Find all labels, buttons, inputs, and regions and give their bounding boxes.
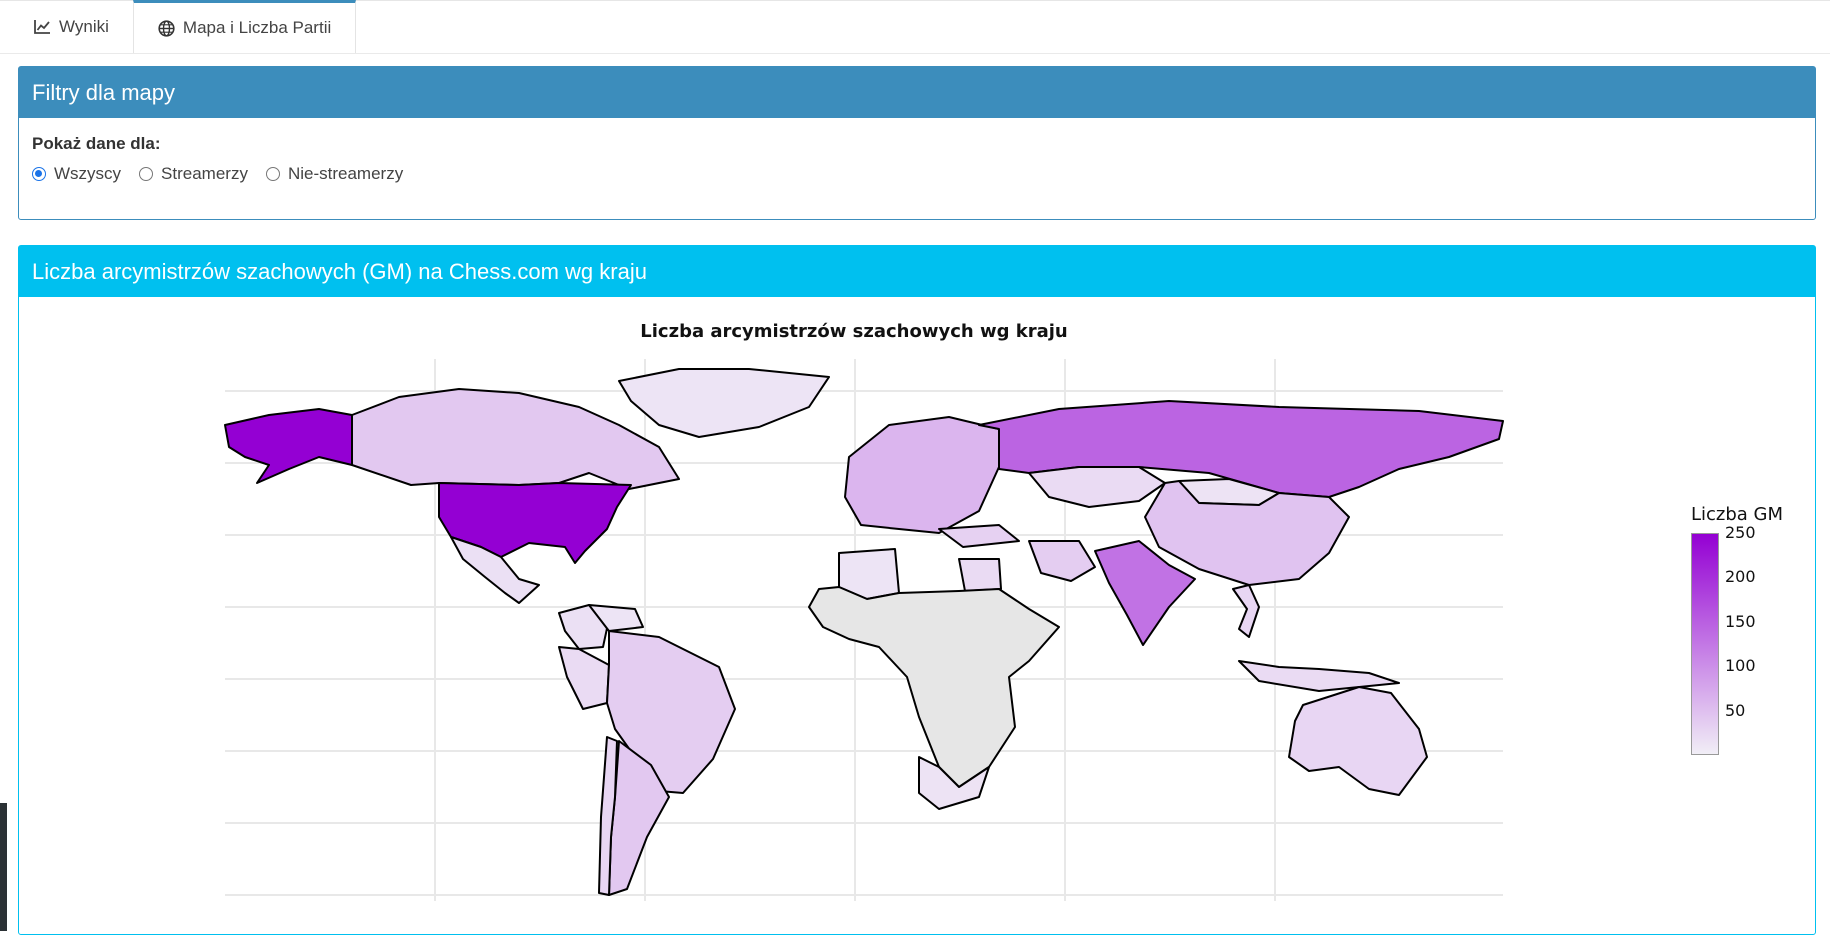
country-alaska[interactable] (224, 408, 353, 484)
chart-title: Liczba arcymistrzów szachowych wg kraju (640, 321, 1068, 342)
country-canada[interactable] (351, 388, 680, 490)
radio-option-nie-streamerzy[interactable]: Nie-streamerzy (265, 164, 404, 184)
radio-button[interactable] (265, 167, 280, 181)
country-vietnam[interactable] (1232, 584, 1260, 638)
colorbar (1691, 533, 1719, 755)
left-edge-strip (0, 803, 7, 931)
colorbar-tick-label: 50 (1725, 700, 1746, 720)
filter-label: Pokaż dane dla: (32, 134, 161, 153)
colorbar-tick-label: 100 (1725, 656, 1756, 676)
country-chile[interactable] (598, 736, 618, 896)
map-box-title: Liczba arcymistrzów szachowych (GM) na C… (19, 246, 1815, 297)
colorbar-title: Liczba GM (1691, 504, 1784, 525)
radio-option-streamerzy[interactable]: Streamerzy (139, 164, 248, 184)
country-australia[interactable] (1288, 686, 1428, 796)
tab-label: Wyniki (59, 16, 109, 36)
filters-box-title: Filtry dla mapy (19, 67, 1815, 118)
country-venezuela[interactable] (588, 604, 644, 632)
country-turkey[interactable] (938, 524, 1020, 548)
radio-label: Wszyscy (54, 164, 122, 183)
tab-wyniki[interactable]: Wyniki (10, 0, 133, 53)
colorbar-tick-label: 200 (1725, 567, 1756, 587)
tab-mapa[interactable]: Mapa i Liczba Partii (132, 0, 357, 53)
country-brazil[interactable] (606, 630, 736, 794)
country-kazakhstan[interactable] (1028, 466, 1166, 508)
globe-icon (158, 19, 175, 37)
country-south-africa[interactable] (918, 756, 990, 810)
country-africa-nodata[interactable] (808, 586, 1060, 788)
country-peru[interactable] (558, 646, 610, 710)
map-box: Liczba arcymistrzów szachowych (GM) na C… (18, 245, 1816, 935)
radio-option-wszyscy[interactable]: Wszyscy (32, 164, 121, 184)
world-map[interactable] (19, 297, 1679, 937)
radio-group: Wszyscy Streamerzy Nie-streamerzy (32, 164, 1802, 184)
colorbar-tick-label: 150 (1725, 611, 1756, 631)
country-indonesia[interactable] (1238, 660, 1400, 692)
tab-label: Mapa i Liczba Partii (182, 18, 332, 37)
radio-button-checked[interactable] (32, 167, 46, 181)
radio-label: Streamerzy (161, 164, 248, 183)
country-greenland[interactable] (618, 368, 830, 438)
map-chart-area: Liczba arcymistrzów szachowych wg kraju … (19, 297, 1815, 937)
colorbar-tick-label: 250 (1725, 523, 1756, 542)
line-chart-icon (34, 20, 50, 34)
radio-button[interactable] (139, 167, 154, 181)
country-egypt[interactable] (958, 558, 1002, 592)
country-india[interactable] (1094, 540, 1196, 646)
country-europe[interactable] (844, 416, 1000, 534)
filters-box: Filtry dla mapy Pokaż dane dla: Wszyscy … (18, 66, 1816, 220)
country-china[interactable] (1144, 480, 1350, 586)
country-mexico[interactable] (450, 536, 540, 604)
country-iran[interactable] (1028, 540, 1096, 582)
radio-label: Nie-streamerzy (287, 164, 404, 183)
tab-bar: Wyniki Mapa i Liczba Partii (0, 0, 1830, 54)
